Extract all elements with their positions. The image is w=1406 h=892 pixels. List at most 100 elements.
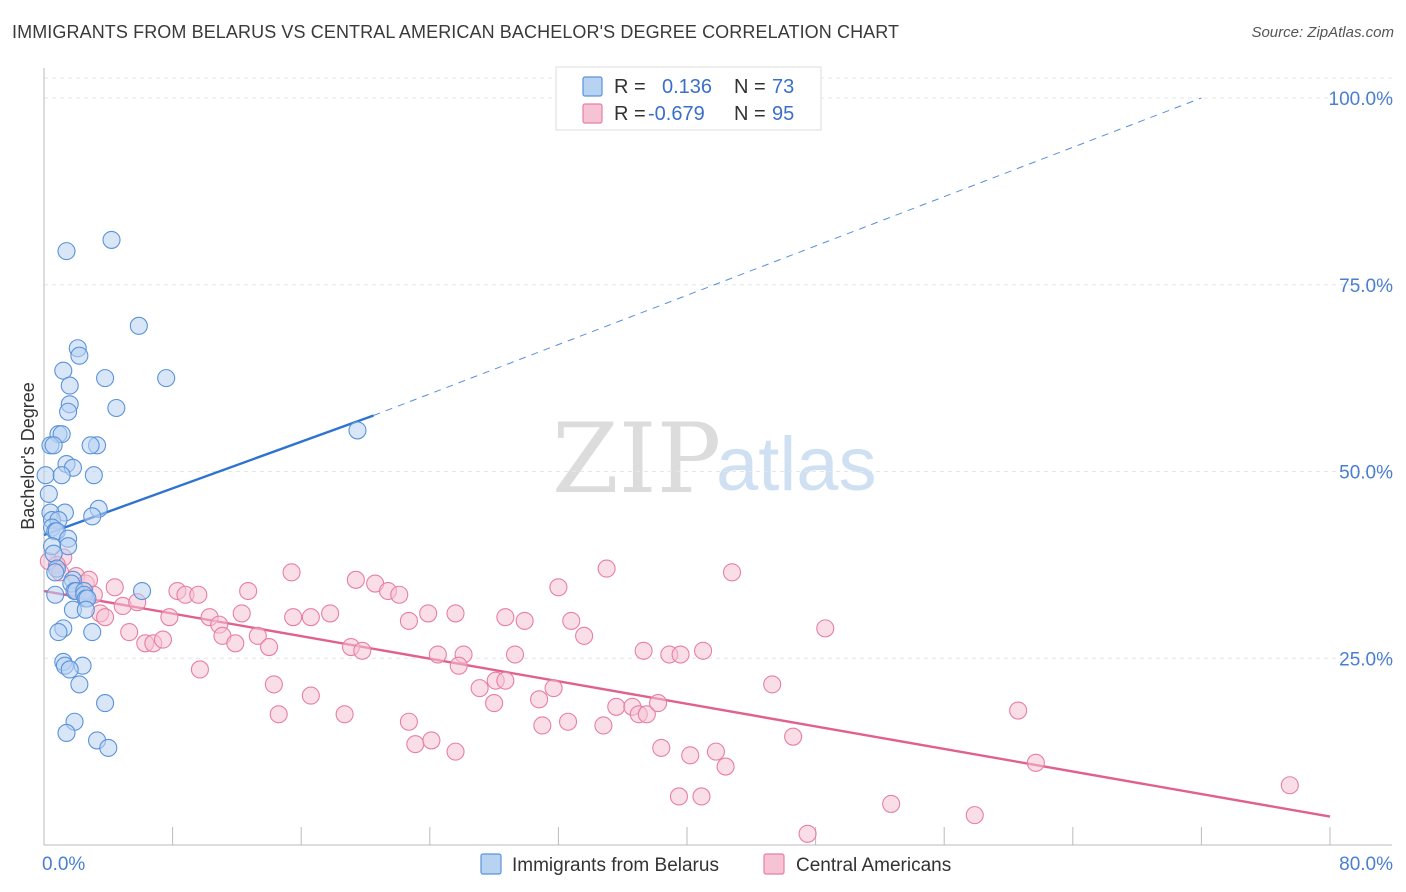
- belarus-point-53: [49, 623, 68, 642]
- belarus-point-0: [102, 230, 121, 249]
- belarus-point-11: [59, 402, 78, 421]
- belarus-point-8: [60, 376, 79, 395]
- central-americans-point-39: [248, 626, 267, 645]
- central-americans-point-67: [530, 690, 549, 709]
- central-americans-point-53: [634, 641, 653, 660]
- belarus-point-5: [54, 361, 73, 380]
- central-americans-point-52: [575, 626, 594, 645]
- belarus-point-39: [46, 563, 65, 582]
- central-americans-point-46: [259, 637, 279, 657]
- belarus-point-21: [36, 466, 55, 485]
- belarus-point-48: [46, 585, 65, 604]
- central-americans-point-62: [496, 671, 515, 690]
- central-americans-point-48: [353, 641, 372, 660]
- central-americans-point-26: [160, 608, 179, 627]
- belarus-point-24: [39, 484, 58, 503]
- trendline-central-americans-solid: [43, 589, 1331, 818]
- central-americans-point-84: [681, 746, 700, 765]
- legend-swatch-central-americans: [582, 103, 603, 124]
- central-americans-point-76: [399, 712, 418, 731]
- central-americans-point-37: [562, 611, 581, 630]
- watermark-zip: ZIP: [552, 403, 721, 515]
- belarus-point-16: [44, 436, 63, 455]
- central-americans-point-90: [669, 787, 689, 806]
- central-americans-point-94: [798, 824, 817, 843]
- belarus-point-14: [348, 421, 367, 440]
- central-americans-point-56: [694, 641, 713, 660]
- central-americans-point-74: [269, 705, 288, 724]
- belarus-point-60: [96, 694, 115, 713]
- central-americans-point-30: [301, 608, 320, 627]
- bottom-legend-swatch-belarus: [480, 853, 502, 875]
- central-americans-point-34: [446, 604, 465, 623]
- central-americans-point-80: [406, 735, 425, 754]
- watermark-atlas: atlas: [716, 422, 877, 507]
- central-americans-point-87: [1009, 701, 1028, 720]
- central-americans-point-89: [716, 757, 735, 776]
- central-americans-point-59: [449, 656, 468, 675]
- central-americans-point-33: [419, 604, 438, 623]
- belarus-point-37: [44, 544, 63, 563]
- central-americans-point-28: [232, 604, 251, 623]
- belarus-point-30: [83, 507, 102, 526]
- belarus-point-62: [57, 723, 76, 743]
- central-americans-point-7: [105, 578, 124, 597]
- central-americans-point-81: [422, 731, 441, 750]
- belarus-point-18: [81, 436, 100, 455]
- legend-n-value-1: 73: [772, 76, 794, 98]
- central-americans-point-20: [597, 559, 616, 578]
- points-belarus: [36, 230, 367, 757]
- chart-title: IMMIGRANTS FROM BELARUS VS CENTRAL AMERI…: [12, 22, 900, 42]
- central-americans-point-83: [652, 738, 671, 757]
- central-americans-point-57: [816, 619, 835, 638]
- central-americans-point-31: [321, 604, 340, 623]
- belarus-point-4: [70, 346, 89, 365]
- central-americans-point-35: [496, 608, 515, 627]
- central-americans-point-29: [284, 608, 303, 627]
- central-americans-point-68: [607, 697, 626, 716]
- belarus-point-1: [57, 242, 76, 261]
- y-tick-label-1: 50.0%: [1339, 463, 1393, 484]
- x-tick-label-1: 80.0%: [1339, 854, 1393, 875]
- belarus-point-59: [70, 675, 89, 694]
- belarus-point-6: [96, 369, 115, 388]
- central-americans-point-21: [722, 563, 742, 582]
- central-americans-point-79: [594, 716, 613, 735]
- central-americans-point-45: [226, 634, 245, 653]
- central-americans-point-72: [649, 694, 668, 713]
- central-americans-point-51: [505, 645, 525, 664]
- y-tick-label-2: 75.0%: [1339, 276, 1393, 297]
- central-americans-point-78: [558, 712, 578, 731]
- central-americans-point-60: [470, 679, 489, 698]
- central-americans-point-63: [544, 679, 563, 698]
- central-americans-point-55: [671, 645, 690, 664]
- central-americans-point-82: [446, 742, 465, 761]
- central-americans-point-75: [335, 705, 354, 724]
- chart-source: Source: ZipAtlas.com: [1251, 24, 1394, 41]
- legend-n-label-1: N =: [734, 76, 766, 98]
- central-americans-point-85: [706, 742, 725, 761]
- series-legend: Immigrants from Belarus Central American…: [480, 853, 951, 876]
- central-americans-point-91: [692, 787, 711, 806]
- central-americans-point-12: [189, 585, 208, 604]
- central-americans-point-13: [239, 581, 258, 601]
- central-americans-point-25: [96, 608, 115, 627]
- legend-r-label-1: R =: [614, 76, 646, 98]
- central-americans-point-18: [390, 585, 409, 604]
- central-americans-point-44: [153, 630, 173, 649]
- central-americans-point-64: [264, 675, 283, 694]
- central-americans-point-49: [428, 645, 447, 664]
- y-tick-label-0: 25.0%: [1339, 649, 1393, 670]
- central-americans-point-92: [882, 794, 901, 813]
- central-americans-point-41: [120, 623, 139, 642]
- trendline-central-americans: [43, 589, 1331, 818]
- correlation-legend: R = 0.136 N = 73 R = -0.679 N = 95: [555, 66, 822, 131]
- belarus-point-54: [83, 623, 102, 642]
- belarus-point-51: [76, 600, 95, 619]
- central-americans-point-95: [1280, 776, 1299, 795]
- axes: [43, 68, 1392, 846]
- central-americans-point-77: [533, 716, 552, 735]
- legend-n-value-2: 95: [772, 103, 794, 125]
- points-central-americans: [39, 548, 1299, 843]
